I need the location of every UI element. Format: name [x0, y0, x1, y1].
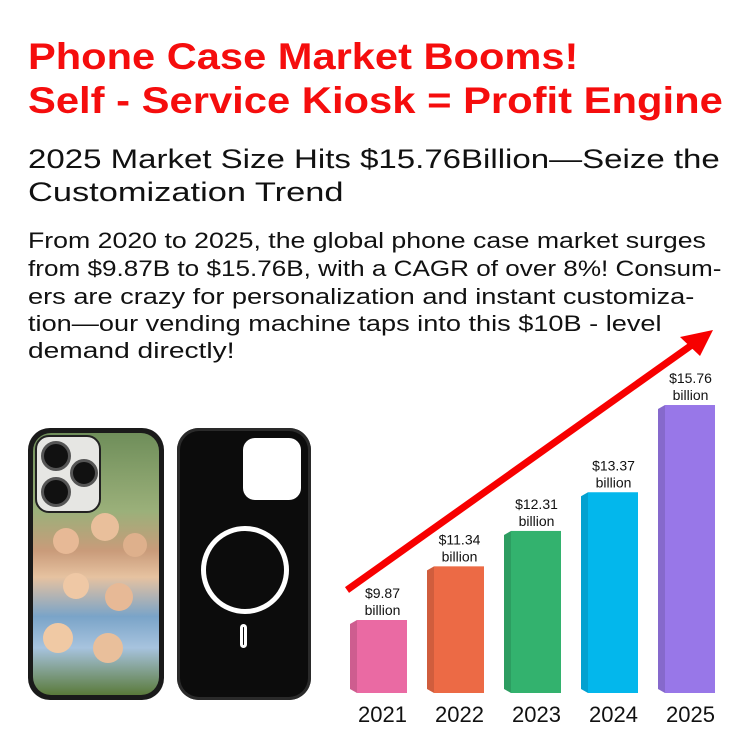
data-label-unit: billion [673, 387, 709, 403]
data-label-unit: billion [519, 513, 555, 529]
body-line: ers are crazy for personalization and in… [28, 284, 695, 309]
bar-side-2021 [350, 620, 357, 693]
photo-phone-case-image [28, 428, 164, 700]
magsafe-ring-icon [201, 526, 289, 614]
bar-side-2024 [581, 492, 588, 693]
headline-line-2: Self - Service Kiosk = Profit Engine [28, 80, 723, 121]
camera-bump [35, 435, 101, 513]
subtitle-line-2: Customization Trend [28, 177, 344, 207]
subtitle-line-1: 2025 Market Size Hits $15.76Billion—Seiz… [28, 144, 720, 174]
x-tick-label: 2023 [512, 702, 561, 727]
x-tick-label: 2021 [358, 702, 407, 727]
body-line: demand directly! [28, 338, 235, 363]
trend-arrow-line [344, 339, 699, 593]
bar-2024 [588, 492, 638, 693]
data-label-value: $13.37 [592, 457, 635, 473]
bar-2025 [665, 405, 715, 693]
bar-side-2022 [427, 566, 434, 693]
data-label-value: $12.31 [515, 496, 558, 512]
x-tick-label: 2022 [435, 702, 484, 727]
camera-lens-icon [41, 477, 71, 507]
data-label-value: $11.34 [439, 531, 481, 547]
trend-arrow-head-icon [680, 330, 713, 356]
magsafe-alignment-bar [240, 624, 247, 648]
bar-2021 [357, 620, 407, 693]
body-line: tion—our vending machine taps into this … [28, 311, 662, 336]
magsafe-phone-case-image [177, 428, 311, 700]
bar-2023 [511, 530, 561, 693]
bar-side-2023 [504, 530, 511, 693]
body-line: from $9.87B to $15.76B, with a CAGR of o… [28, 256, 722, 281]
data-label-unit: billion [596, 474, 632, 490]
x-tick-label: 2024 [589, 702, 638, 727]
data-label-value: $9.87 [365, 585, 400, 601]
body-line: From 2020 to 2025, the global phone case… [28, 228, 706, 253]
data-label-unit: billion [365, 602, 401, 618]
bar-2022 [434, 566, 484, 693]
camera-lens-icon [41, 441, 71, 471]
camera-cutout [243, 438, 301, 500]
data-label-unit: billion [442, 548, 478, 564]
headline-line-1: Phone Case Market Booms! [28, 36, 579, 77]
x-tick-label: 2025 [666, 702, 715, 727]
camera-lens-icon [70, 459, 98, 487]
bar-side-2025 [658, 405, 665, 693]
data-label-value: $15.76 [669, 370, 712, 386]
